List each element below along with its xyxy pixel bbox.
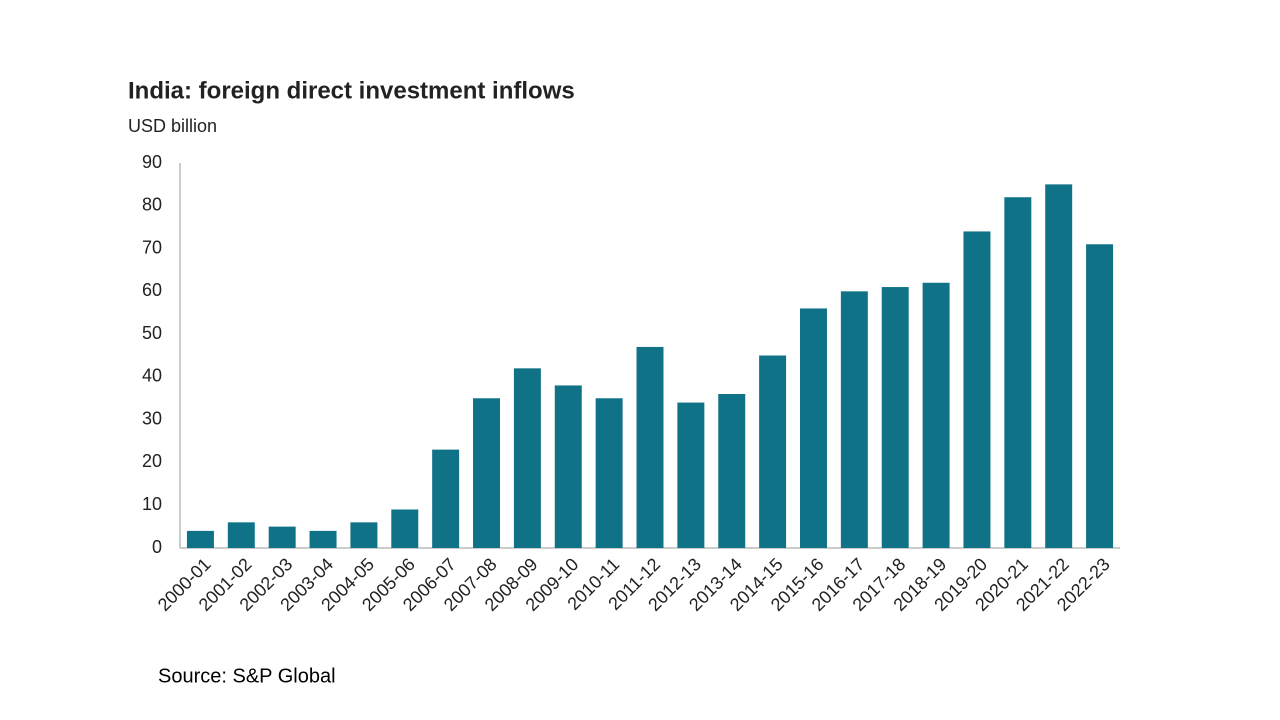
chart-title: India: foreign direct investment inflows — [128, 77, 575, 104]
y-tick-label: 30 — [142, 408, 162, 428]
bar — [881, 287, 909, 548]
y-tick-label: 10 — [142, 494, 162, 514]
y-tick-label: 0 — [152, 537, 162, 557]
bar — [309, 530, 337, 548]
bar — [636, 346, 664, 548]
bar — [1045, 184, 1073, 548]
bar — [759, 355, 787, 548]
bar — [473, 398, 501, 548]
y-tick-label: 60 — [142, 280, 162, 300]
bar — [922, 282, 950, 548]
bar — [554, 385, 582, 548]
y-tick-label: 20 — [142, 451, 162, 471]
bar — [268, 526, 296, 548]
bar — [1086, 244, 1114, 548]
y-tick-label: 80 — [142, 195, 162, 215]
bar — [963, 231, 991, 548]
y-tick-label: 70 — [142, 237, 162, 257]
bar — [718, 394, 746, 548]
bar — [513, 368, 541, 548]
bar — [350, 522, 378, 548]
bar — [432, 449, 460, 548]
bar — [799, 308, 827, 548]
y-tick-label: 40 — [142, 366, 162, 386]
bar — [1004, 197, 1032, 548]
bar — [391, 509, 419, 548]
bar — [677, 402, 705, 548]
bar — [186, 530, 214, 548]
y-tick-label: 50 — [142, 323, 162, 343]
bar — [227, 522, 255, 548]
source-note: Source: S&P Global — [158, 665, 336, 687]
bar — [595, 398, 623, 548]
chart-subtitle: USD billion — [128, 116, 217, 136]
y-tick-label: 90 — [142, 152, 162, 172]
bar — [840, 291, 868, 548]
